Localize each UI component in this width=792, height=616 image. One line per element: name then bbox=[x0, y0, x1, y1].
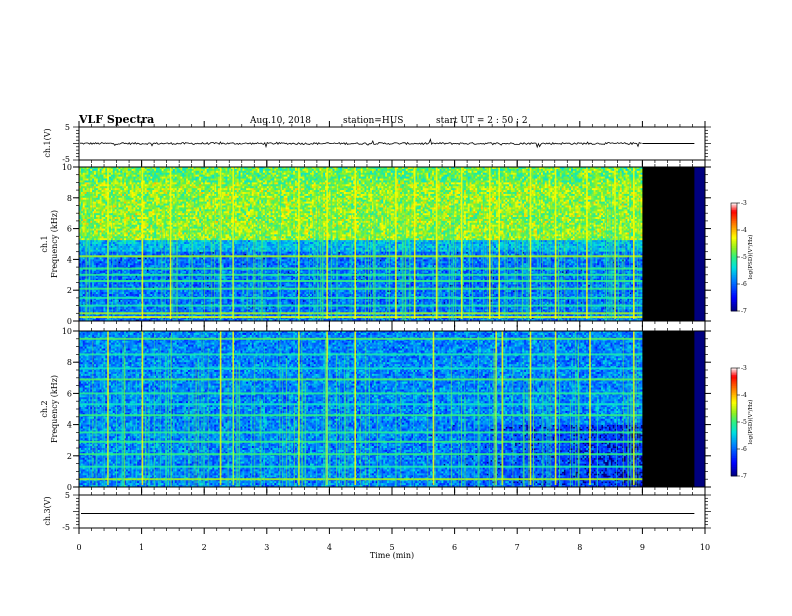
ch1-waveform-ylabel: ch.1(V) bbox=[43, 128, 52, 157]
header-date: Aug.10, 2018 bbox=[249, 116, 311, 126]
header-station: station=HUS bbox=[343, 116, 403, 126]
figure-title: VLF Spectra bbox=[78, 113, 154, 126]
header-start-time: start UT = 2 : 50 : 2 bbox=[436, 116, 528, 126]
ch1-ytick-top: 5 bbox=[65, 123, 70, 132]
ch1-waveform-panel: 5 -5 ch.1(V) bbox=[43, 121, 711, 166]
ch1-spectrogram-image bbox=[79, 167, 694, 321]
